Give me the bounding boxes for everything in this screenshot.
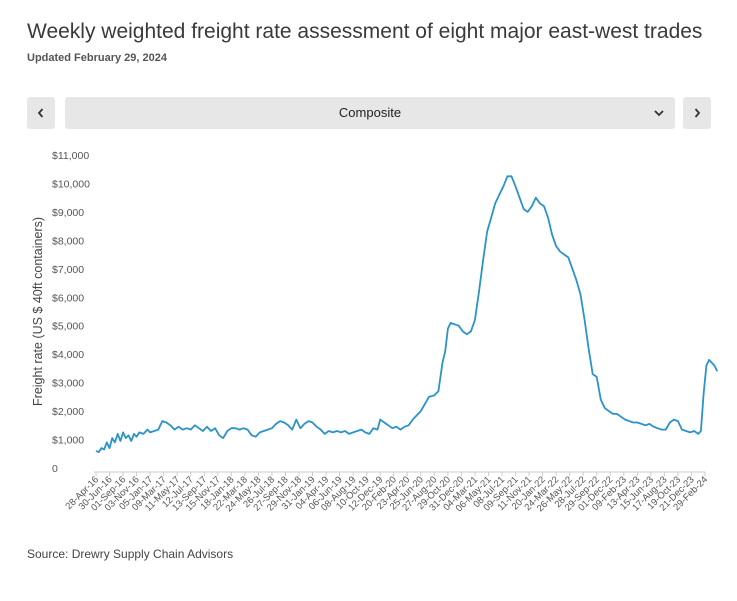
trade-selector-dropdown[interactable]: Composite: [65, 97, 675, 129]
selector-value: Composite: [338, 105, 402, 120]
y-axis-label: Freight rate (US $ 40ft containers): [31, 217, 45, 406]
y-tick-label: 0: [52, 463, 58, 475]
y-tick-label: $4,000: [52, 349, 84, 361]
y-tick-label: $9,000: [52, 207, 84, 219]
composite-series-line: [95, 175, 719, 453]
y-tick-label: $11,000: [52, 150, 89, 162]
y-tick-label: $6,000: [52, 292, 84, 304]
y-tick-label: $5,000: [52, 321, 84, 333]
y-tick-label: $1,000: [52, 435, 84, 447]
y-tick-label: $10,000: [52, 178, 90, 190]
chevron-left-icon: [37, 108, 44, 118]
y-tick-label: $2,000: [52, 406, 84, 418]
y-tick-label: $7,000: [52, 264, 84, 276]
source-note: Source: Drewry Supply Chain Advisors: [27, 547, 234, 561]
y-tick-label: $3,000: [52, 378, 84, 390]
y-tick-label: $8,000: [52, 235, 84, 247]
updated-date: Updated February 29, 2024: [27, 52, 168, 64]
chart-title: Weekly weighted freight rate assessment …: [27, 20, 703, 43]
next-button[interactable]: [683, 97, 711, 129]
previous-button[interactable]: [27, 97, 55, 129]
freight-rate-line-chart: Freight rate (US $ 40ft containers) 0 $1,0…: [31, 150, 719, 514]
chevron-right-icon: [694, 108, 701, 118]
chevron-down-icon: [654, 110, 664, 117]
